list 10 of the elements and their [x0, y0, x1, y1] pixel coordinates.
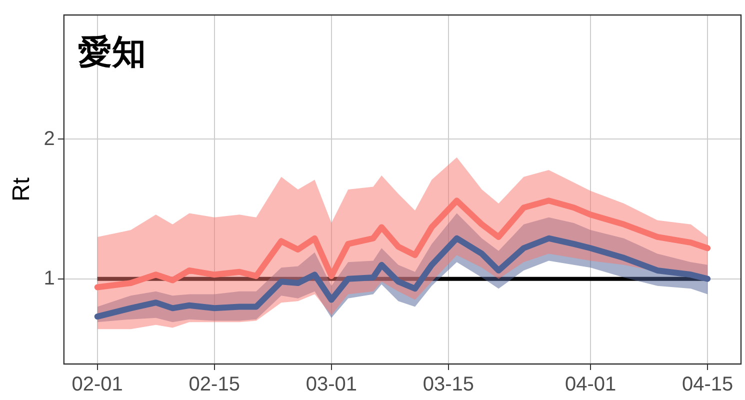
x-tick-label: 02-15	[188, 374, 240, 396]
x-tick-label: 03-01	[306, 374, 357, 396]
x-tick-label: 04-15	[682, 374, 734, 396]
y-tick-label: 2	[44, 128, 55, 150]
x-tick-label: 03-15	[422, 374, 474, 396]
y-tick-label: 1	[44, 267, 55, 290]
text: 愛知	[78, 33, 146, 72]
x-tick-label: 04-01	[564, 374, 616, 396]
y-axis-title: Rt	[8, 177, 36, 202]
x-tick-label: 02-01	[72, 374, 123, 396]
